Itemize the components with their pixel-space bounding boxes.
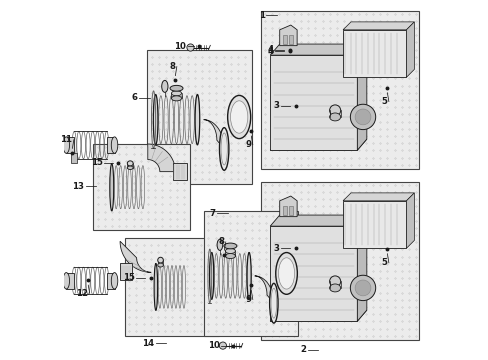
Bar	[71, 153, 77, 163]
Ellipse shape	[171, 96, 181, 101]
Polygon shape	[270, 215, 366, 226]
Bar	[93, 144, 190, 230]
Circle shape	[354, 280, 370, 296]
Polygon shape	[270, 310, 366, 321]
Text: 1: 1	[259, 10, 264, 19]
Text: 13: 13	[72, 182, 84, 191]
Text: 15: 15	[91, 158, 102, 167]
Ellipse shape	[224, 243, 236, 249]
Polygon shape	[343, 30, 406, 77]
Ellipse shape	[225, 253, 235, 258]
Ellipse shape	[127, 166, 133, 170]
Ellipse shape	[275, 252, 297, 294]
Ellipse shape	[219, 128, 228, 170]
Circle shape	[349, 275, 375, 301]
Bar	[288, 35, 293, 44]
Polygon shape	[357, 44, 366, 150]
Circle shape	[354, 109, 370, 125]
Bar	[120, 263, 132, 280]
Bar	[106, 137, 114, 153]
Ellipse shape	[154, 264, 157, 310]
Bar	[282, 206, 286, 215]
Polygon shape	[357, 215, 366, 321]
Bar	[127, 163, 133, 168]
Ellipse shape	[329, 105, 340, 116]
Ellipse shape	[329, 284, 340, 292]
Polygon shape	[270, 55, 357, 150]
Bar	[158, 260, 163, 265]
Text: 3: 3	[273, 102, 279, 110]
Polygon shape	[406, 22, 413, 77]
Bar	[260, 11, 418, 169]
Text: 9: 9	[245, 140, 251, 149]
Text: 11: 11	[61, 135, 72, 144]
Text: 8: 8	[169, 62, 175, 71]
Polygon shape	[270, 139, 366, 150]
Ellipse shape	[158, 263, 163, 267]
Text: 14: 14	[142, 339, 154, 348]
Polygon shape	[279, 196, 297, 217]
Bar	[173, 163, 187, 180]
Ellipse shape	[171, 91, 181, 96]
Ellipse shape	[329, 113, 340, 121]
Text: 8: 8	[218, 238, 224, 246]
Bar	[147, 50, 251, 184]
Ellipse shape	[329, 276, 340, 287]
Bar	[260, 182, 418, 340]
Ellipse shape	[209, 252, 213, 300]
Ellipse shape	[158, 257, 163, 263]
Ellipse shape	[246, 252, 251, 300]
Ellipse shape	[127, 161, 133, 166]
Circle shape	[186, 44, 194, 51]
Bar	[106, 273, 114, 289]
Ellipse shape	[227, 95, 250, 139]
Bar	[66, 137, 74, 153]
Polygon shape	[343, 22, 413, 30]
Text: 9: 9	[245, 295, 251, 304]
Ellipse shape	[63, 273, 69, 289]
Text: 5: 5	[381, 258, 386, 267]
Ellipse shape	[195, 94, 199, 145]
Text: 6: 6	[131, 94, 137, 102]
Ellipse shape	[153, 94, 158, 145]
Text: 5: 5	[381, 97, 386, 106]
Polygon shape	[270, 226, 357, 321]
Ellipse shape	[63, 137, 69, 153]
Ellipse shape	[269, 283, 278, 323]
Polygon shape	[343, 193, 413, 201]
Bar	[66, 273, 74, 289]
Ellipse shape	[170, 85, 183, 91]
Polygon shape	[203, 120, 224, 149]
Circle shape	[219, 342, 226, 349]
Text: 4: 4	[267, 45, 273, 54]
Bar	[282, 35, 286, 44]
Text: 15: 15	[122, 274, 134, 282]
Polygon shape	[270, 44, 366, 55]
Ellipse shape	[162, 80, 167, 93]
Ellipse shape	[217, 239, 222, 251]
Ellipse shape	[111, 137, 118, 153]
Ellipse shape	[110, 163, 114, 211]
Text: 7: 7	[209, 209, 215, 217]
Polygon shape	[343, 201, 406, 248]
Polygon shape	[279, 25, 297, 46]
Text: 10: 10	[174, 41, 186, 50]
Bar	[125, 238, 218, 336]
Ellipse shape	[278, 258, 294, 289]
Ellipse shape	[230, 101, 247, 133]
Polygon shape	[254, 276, 273, 303]
Ellipse shape	[111, 273, 118, 289]
Text: 10: 10	[208, 341, 220, 350]
Text: 4: 4	[267, 46, 273, 55]
Ellipse shape	[225, 248, 235, 253]
Bar	[288, 206, 293, 215]
Circle shape	[349, 104, 375, 130]
Text: 12: 12	[76, 289, 88, 298]
Text: 2: 2	[300, 346, 306, 354]
Bar	[204, 211, 297, 336]
Polygon shape	[147, 144, 175, 172]
Polygon shape	[120, 241, 151, 272]
Polygon shape	[406, 193, 413, 248]
Text: 3: 3	[273, 244, 279, 253]
